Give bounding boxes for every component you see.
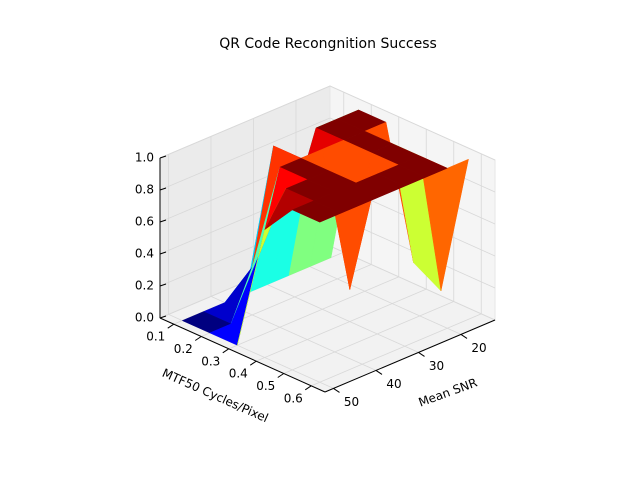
z-tick-label: 0.4	[135, 247, 154, 261]
x-grid-line	[256, 288, 427, 362]
z-grid-line	[329, 245, 496, 321]
y-tick-label: 40	[386, 377, 401, 391]
y-tick-label: 20	[471, 341, 486, 355]
z-tick-label: 0.8	[135, 183, 154, 197]
z-tick	[159, 283, 167, 287]
z-grid-line	[329, 85, 496, 161]
z-tick-label: 0.6	[135, 215, 154, 229]
x-tick	[304, 385, 312, 391]
z-tick	[159, 187, 167, 191]
z-grid-line	[159, 85, 331, 159]
x-tick	[167, 323, 175, 329]
y-grid-line	[295, 260, 462, 335]
z-tick	[159, 219, 167, 223]
x-tick-label: 0.3	[201, 354, 220, 368]
x-tick-label: 0.2	[174, 342, 193, 356]
chart-title: QR Code Recongnition Success	[219, 36, 437, 52]
x-tick	[194, 336, 202, 341]
x-axis-label: MTF50 Cycles/Pixel	[160, 366, 270, 425]
x-grid-line	[311, 313, 482, 387]
x-tick	[277, 373, 285, 378]
z-grid-line	[159, 117, 331, 191]
z-tick	[159, 155, 167, 159]
x-axis	[159, 317, 326, 393]
z-tick	[159, 315, 167, 319]
y-tick	[418, 351, 425, 357]
y-tick	[460, 333, 468, 339]
x-tick-label: 0.5	[256, 379, 275, 393]
surface-patch	[291, 200, 342, 223]
x-tick	[222, 348, 230, 354]
z-tick-label: 1.0	[135, 151, 154, 165]
y-axis-label: Mean SNR	[417, 375, 480, 409]
z-tick	[159, 251, 167, 255]
x-grid-line	[228, 276, 399, 350]
x-tick	[249, 360, 257, 366]
x-tick-label: 0.6	[284, 391, 303, 405]
y-tick-label: 30	[429, 359, 444, 373]
x-tick-label: 0.1	[146, 330, 165, 344]
y-tick	[375, 369, 383, 375]
x-tick-label: 0.4	[229, 367, 248, 381]
z-tick-label: 0.0	[135, 311, 154, 325]
y-tick	[333, 387, 340, 393]
z-tick-label: 0.2	[135, 279, 154, 293]
x-grid-line	[283, 301, 454, 374]
y-tick-label: 50	[344, 395, 359, 409]
y-axis	[324, 319, 496, 393]
y-grid-line	[253, 278, 419, 353]
